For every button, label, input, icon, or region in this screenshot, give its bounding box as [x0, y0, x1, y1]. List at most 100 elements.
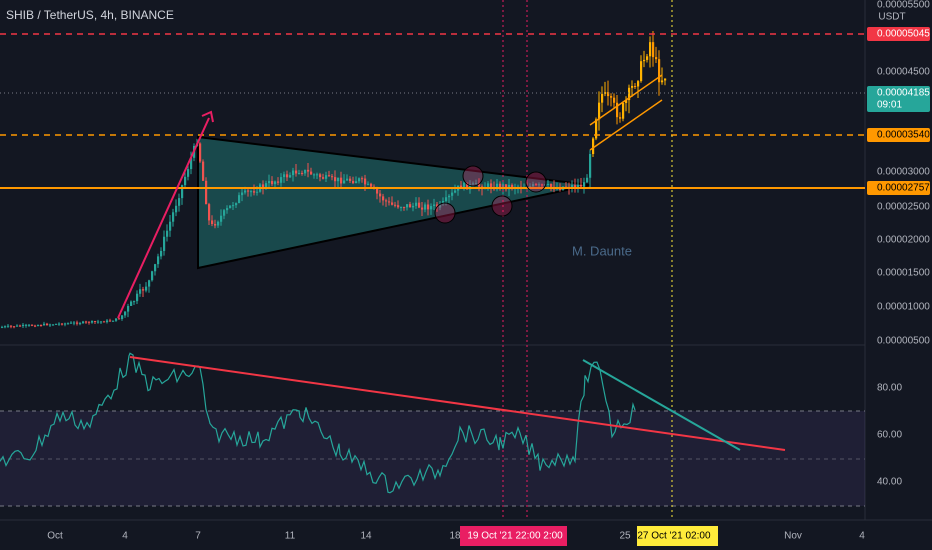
candle-body: [403, 207, 406, 209]
rsi-label: 80.00: [877, 383, 902, 394]
time-tag-time: 22:00: [515, 531, 540, 542]
candle-body: [424, 204, 427, 210]
candle-body: [271, 181, 274, 185]
panes: [0, 0, 932, 521]
candle-body: [472, 183, 475, 185]
candle-body: [619, 117, 622, 119]
candle-body: [184, 176, 187, 186]
candle-body: [337, 177, 340, 182]
candle-body: [277, 181, 280, 183]
candle-body: [13, 326, 16, 328]
candle-body: [64, 323, 67, 325]
candle-body: [427, 204, 430, 210]
candle-body: [604, 92, 607, 94]
candle-body: [487, 183, 490, 188]
price-label: 0.00004500: [877, 67, 930, 78]
candle-body: [598, 102, 601, 120]
candle-body: [313, 174, 316, 176]
candle-body: [652, 42, 655, 58]
candle-body: [247, 190, 250, 192]
candle-body: [586, 177, 589, 183]
symbol-title: SHIB / TetherUS, 4h, BINANCE: [6, 8, 174, 22]
price-label: 0.00005500: [877, 0, 930, 11]
price-label: 0.00003000: [877, 167, 930, 178]
rsi-trendline: [129, 356, 786, 451]
candle-body: [49, 324, 52, 326]
candle-body: [637, 81, 640, 87]
candle-body: [232, 205, 235, 207]
candle-body: [10, 325, 13, 327]
candle-body: [205, 180, 208, 205]
candle-body: [364, 178, 367, 185]
candle-body: [163, 236, 166, 251]
rsi-line: [0, 352, 636, 494]
price-tag-label: 0.00003540: [877, 130, 930, 141]
candle-body: [622, 102, 625, 119]
highlight-circle: [434, 202, 456, 224]
candle-body: [214, 223, 217, 226]
candle-body: [307, 169, 310, 172]
candle-body: [655, 57, 658, 60]
time-label: 11: [285, 531, 296, 542]
candle-body: [625, 100, 628, 103]
candle-body: [310, 171, 313, 175]
candle-body: [139, 289, 142, 294]
candle-body: [82, 321, 85, 324]
candle-body: [355, 181, 358, 184]
candle-body: [577, 184, 580, 188]
candle-body: [265, 183, 268, 188]
candle-body: [541, 184, 544, 186]
candle-body: [538, 184, 541, 186]
price-label: 0.00001500: [877, 268, 930, 279]
candle-body: [331, 176, 334, 178]
candle-body: [31, 324, 34, 326]
candle-body: [226, 208, 229, 211]
time-label: 4: [859, 531, 865, 542]
candle-body: [61, 323, 64, 325]
candle-body: [343, 180, 346, 184]
candle-body: [328, 175, 331, 177]
candle-body: [445, 197, 448, 201]
candle-body: [646, 56, 649, 60]
candle-body: [241, 192, 244, 196]
candle-body: [130, 301, 133, 306]
time-label: 14: [360, 531, 372, 542]
candle-body: [229, 205, 232, 209]
candle-body: [580, 184, 583, 187]
time-label: 18: [449, 531, 461, 542]
candle-body: [505, 184, 508, 190]
candle-body: [634, 85, 637, 87]
candle-body: [496, 183, 499, 190]
candle-body: [154, 264, 157, 272]
candle-body: [370, 183, 373, 187]
candle-body: [253, 191, 256, 193]
candle-body: [295, 170, 298, 174]
time-label: Oct: [47, 531, 63, 542]
time-label: 25: [619, 531, 631, 542]
candle-body: [448, 195, 451, 198]
candle-body: [109, 320, 112, 322]
time-tag: [637, 526, 718, 546]
candle-body: [664, 78, 667, 81]
candle-body: [601, 93, 604, 103]
price-label: 0.00001000: [877, 302, 930, 313]
candle-body: [631, 85, 634, 88]
candle-body: [322, 177, 325, 179]
candle-body: [649, 42, 652, 57]
candle-body: [607, 92, 610, 97]
candle-body: [1, 326, 4, 328]
price-label: 0.00002500: [877, 202, 930, 213]
candle-body: [550, 183, 553, 187]
watermark: M. Daunte: [572, 243, 632, 258]
candle-body: [55, 323, 58, 325]
candle-body: [400, 207, 403, 209]
candle-body: [367, 183, 370, 185]
candle-body: [34, 325, 37, 327]
candle-body: [91, 320, 94, 323]
candle-body: [391, 202, 394, 205]
candle-body: [379, 193, 382, 197]
candle-body: [169, 221, 172, 231]
time-tag: [460, 526, 567, 546]
candle-body: [571, 185, 574, 189]
